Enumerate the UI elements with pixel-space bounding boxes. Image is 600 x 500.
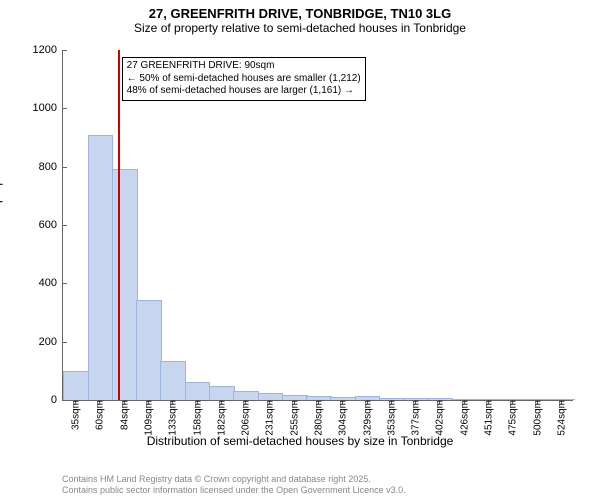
x-tick: 451sqm [482, 400, 495, 436]
x-tick: 182sqm [214, 400, 227, 436]
reference-line [118, 50, 120, 400]
x-tick: 304sqm [336, 400, 349, 436]
x-tick: 60sqm [93, 400, 106, 430]
histogram-bar [185, 382, 211, 401]
histogram-bar [160, 361, 186, 400]
footer-line-1: Contains HM Land Registry data © Crown c… [62, 474, 406, 485]
chart-container: 27, GREENFRITH DRIVE, TONBRIDGE, TN10 3L… [0, 0, 600, 500]
x-tick: 280sqm [312, 400, 325, 436]
y-tick: 0 [51, 394, 63, 406]
title-sub: Size of property relative to semi-detach… [0, 21, 600, 39]
chart-wrap: Number of semi-detached properties 02004… [0, 42, 600, 452]
x-tick: 524sqm [554, 400, 567, 436]
y-tick: 800 [39, 161, 63, 173]
annotation-line: 27 GREENFRITH DRIVE: 90sqm [127, 60, 361, 73]
x-tick: 377sqm [409, 400, 422, 436]
x-tick: 475sqm [506, 400, 519, 436]
x-tick: 426sqm [457, 400, 470, 436]
title-main: 27, GREENFRITH DRIVE, TONBRIDGE, TN10 3L… [0, 0, 600, 21]
histogram-bar [258, 393, 284, 400]
histogram-bar [136, 300, 162, 400]
y-tick: 400 [39, 277, 63, 289]
x-tick: 353sqm [384, 400, 397, 436]
annotation-line: ← 50% of semi-detached houses are smalle… [127, 73, 361, 86]
footer-line-2: Contains public sector information licen… [62, 485, 406, 496]
x-tick: 109sqm [142, 400, 155, 436]
x-axis-label: Distribution of semi-detached houses by … [147, 434, 454, 448]
y-tick: 200 [39, 336, 63, 348]
x-tick: 158sqm [190, 400, 203, 436]
x-tick: 329sqm [360, 400, 373, 436]
histogram-bar [233, 391, 259, 400]
x-tick: 133sqm [166, 400, 179, 436]
x-tick: 84sqm [117, 400, 130, 430]
footer-note: Contains HM Land Registry data © Crown c… [62, 474, 406, 496]
x-tick: 402sqm [433, 400, 446, 436]
plot-area: 02004006008001000120035sqm60sqm84sqm109s… [62, 50, 573, 401]
annotation-line: 48% of semi-detached houses are larger (… [127, 85, 361, 98]
y-tick: 1200 [33, 44, 63, 56]
y-axis-label: Number of semi-detached properties [0, 150, 3, 345]
x-tick: 206sqm [239, 400, 252, 436]
x-tick: 255sqm [287, 400, 300, 436]
x-tick: 231sqm [263, 400, 276, 436]
histogram-bar [63, 371, 89, 400]
histogram-bar [88, 135, 114, 400]
x-tick: 500sqm [530, 400, 543, 436]
y-tick: 1000 [33, 102, 63, 114]
x-tick: 35sqm [69, 400, 82, 430]
histogram-bar [209, 386, 235, 400]
annotation-box: 27 GREENFRITH DRIVE: 90sqm← 50% of semi-… [122, 57, 366, 101]
histogram-bar [112, 169, 138, 400]
y-tick: 600 [39, 219, 63, 231]
